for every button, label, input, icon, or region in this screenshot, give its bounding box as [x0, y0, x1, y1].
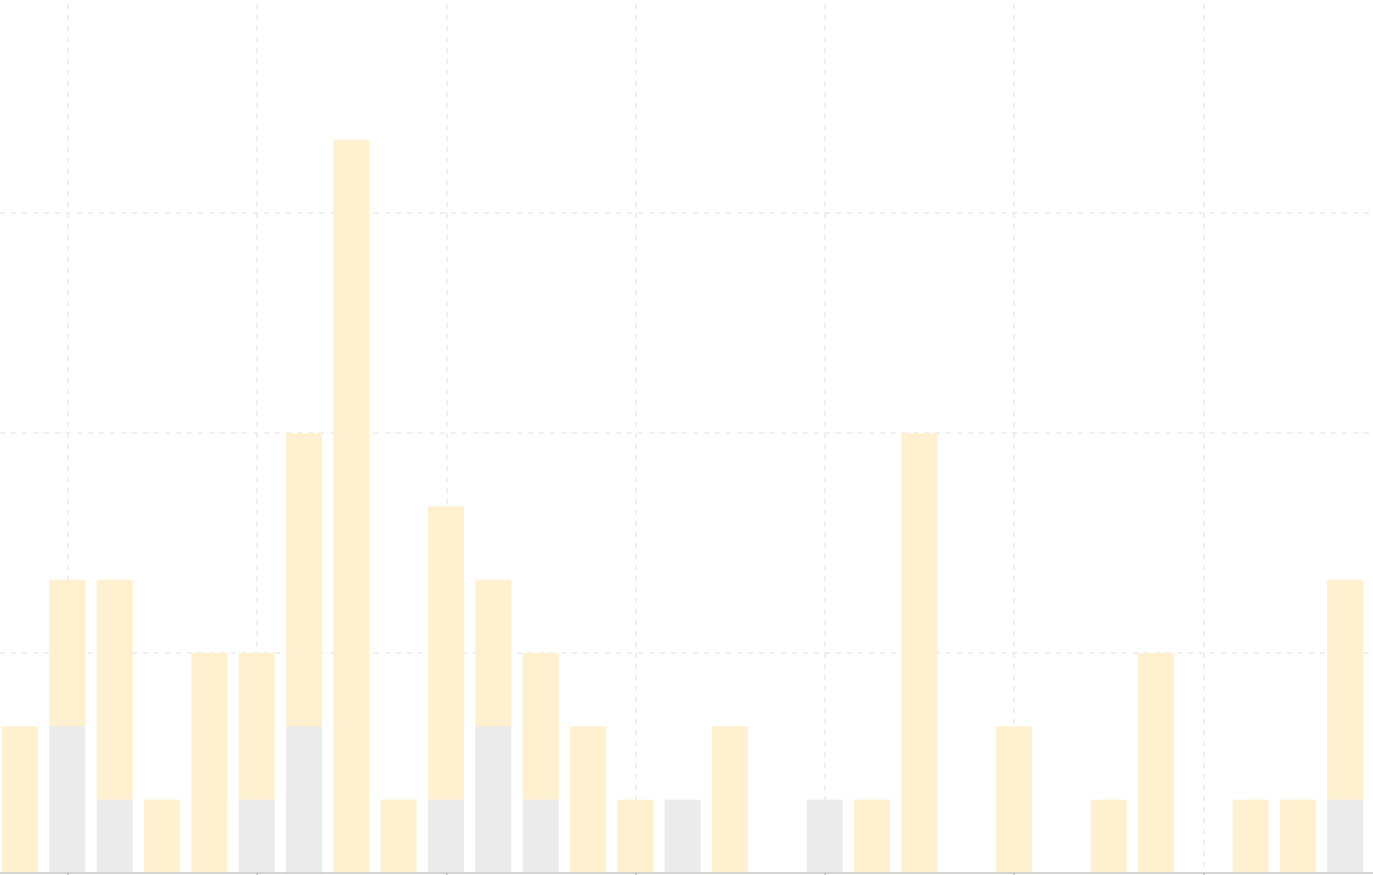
bar-segment-series-2-10	[427, 506, 464, 800]
bar-segment-series-2-24	[1090, 799, 1127, 873]
bar-segment-series-2-27	[1232, 799, 1269, 873]
bar-segment-series-1-7	[285, 726, 322, 873]
bar-segment-series-2-3	[96, 579, 133, 800]
bar-segment-series-2-25	[1137, 653, 1174, 873]
bar-segment-series-2-13	[569, 726, 606, 873]
bar-segment-series-2-5	[191, 653, 228, 873]
bar-segment-series-2-29	[1327, 579, 1364, 800]
bar-segment-series-2-12	[522, 653, 559, 800]
bar-segment-series-1-29	[1327, 799, 1364, 873]
bar-segment-series-2-6	[238, 653, 275, 800]
bar-segment-series-2-1	[2, 726, 38, 873]
bar-segment-series-1-12	[522, 799, 559, 873]
bar-segment-series-2-20	[901, 433, 938, 873]
bar-segment-series-1-10	[427, 799, 464, 873]
bar-segment-series-2-9	[380, 799, 417, 873]
bar-segment-series-1-2	[49, 726, 86, 873]
bar-segment-series-1-15	[664, 799, 701, 873]
bar-segment-series-2-16	[711, 726, 748, 873]
bar-segment-series-2-8	[333, 139, 370, 873]
bar-segment-series-2-22	[995, 726, 1032, 873]
bar-segment-series-1-11	[475, 726, 512, 873]
bar-segment-series-2-4	[143, 799, 180, 873]
bar-segment-series-2-28	[1279, 799, 1316, 873]
bar-segment-series-2-2	[49, 579, 86, 727]
bar-segment-series-1-6	[238, 799, 275, 873]
bar-segment-series-2-7	[285, 433, 322, 727]
bars	[2, 139, 1364, 873]
bar-segment-series-2-11	[475, 579, 512, 727]
bar-segment-series-2-19	[853, 799, 890, 873]
bar-segment-series-1-18	[806, 799, 843, 873]
bar-segment-series-2-14	[617, 799, 654, 873]
bar-segment-series-1-3	[96, 799, 133, 873]
